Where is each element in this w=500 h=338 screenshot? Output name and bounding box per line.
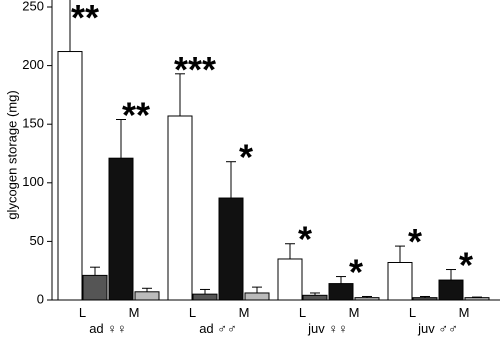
subcategory-label: L <box>189 305 196 320</box>
y-tick-label: 100 <box>22 174 44 189</box>
significance-stars: * <box>298 219 312 260</box>
significance-stars: * <box>349 252 363 293</box>
bar <box>167 115 193 301</box>
bar <box>412 297 438 301</box>
bar <box>57 51 83 301</box>
subcategory-label: M <box>239 305 250 320</box>
y-tick-label: 200 <box>22 57 44 72</box>
subcategory-label: M <box>459 305 470 320</box>
y-tick-label: 0 <box>37 291 44 306</box>
bar <box>464 297 490 301</box>
y-tick-label: 50 <box>30 233 44 248</box>
subcategory-label: L <box>299 305 306 320</box>
bar <box>108 157 134 301</box>
x-tick-label: juv ♂♂ <box>417 321 458 336</box>
significance-stars: ** <box>122 95 150 136</box>
x-tick-label: ad ♀♀ <box>89 321 127 336</box>
significance-stars: * <box>239 137 253 178</box>
x-tick-label: ad ♂♂ <box>199 321 237 336</box>
x-tick-label: juv ♀♀ <box>307 321 348 336</box>
bar <box>354 297 380 301</box>
bar <box>302 294 328 301</box>
bar <box>277 258 303 301</box>
y-tick-label: 250 <box>22 0 44 13</box>
significance-stars: ** <box>71 0 99 38</box>
bar <box>244 292 270 301</box>
y-tick-label: 150 <box>22 116 44 131</box>
bar <box>218 197 244 301</box>
subcategory-label: L <box>79 305 86 320</box>
significance-stars: * <box>459 245 473 286</box>
significance-stars: * <box>408 221 422 262</box>
bar <box>82 274 108 301</box>
y-axis-label: glycogen storage (mg) <box>4 90 19 219</box>
bar <box>134 291 160 301</box>
bar <box>387 261 413 301</box>
significance-stars: *** <box>174 49 216 90</box>
subcategory-label: L <box>409 305 416 320</box>
subcategory-label: M <box>349 305 360 320</box>
subcategory-label: M <box>129 305 140 320</box>
bar <box>192 293 218 301</box>
